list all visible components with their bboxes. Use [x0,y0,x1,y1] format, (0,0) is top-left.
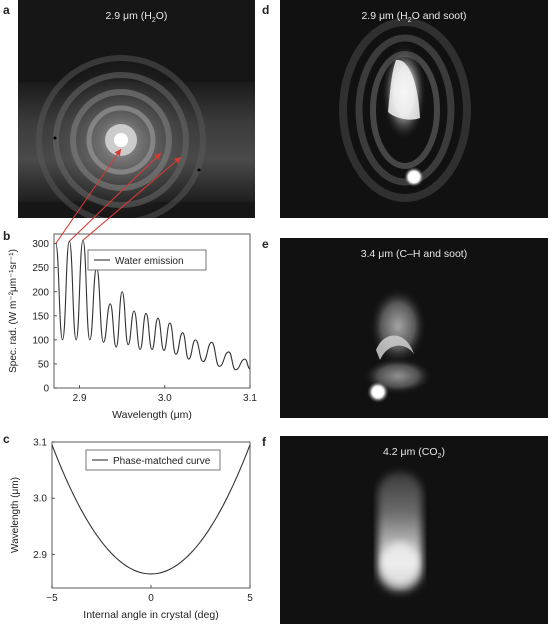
panel-letter-b: b [3,229,11,243]
panel-letter-d: d [262,3,270,17]
y-tick-label-b: 250 [32,263,49,274]
y-tick-label-b: 50 [38,359,50,370]
image-panel-a: 2.9 μm (H2O) [18,0,255,218]
chart-phase-matched: 2.9 3.0 3.1 −5 0 5 Internal angle in crystal (… [10,438,253,622]
x-tick-label-b: 3.1 [243,393,257,404]
series-phase-matched [51,444,251,575]
y-axis-label-b: Spec. rad. (W m⁻²μm⁻¹sr⁻¹) [8,249,19,373]
image-panel-d: 2.9 μm (H2O and soot) [280,0,548,218]
water-soot-image [280,0,548,218]
panel-d-caption: 2.9 μm (H2O and soot) [280,10,548,24]
panel-d-label: 2.9 μm (H [361,10,408,22]
y-tick-label-b: 0 [43,384,49,395]
panel-a-label: 2.9 μm (H [105,10,152,22]
panel-e-label: 3.4 μm (C–H and soot) [360,248,468,260]
y-tick-label-c: 3.0 [33,494,47,505]
x-axis-label-b: Wavelength (μm) [112,409,192,421]
x-tick-label-c: −5 [46,593,58,604]
panel-e-caption: 3.4 μm (C–H and soot) [280,248,548,260]
y-tick-label-b: 150 [32,311,49,322]
panel-f-caption: 4.2 μm (CO2) [280,446,548,460]
x-axis-label-c: Internal angle in crystal (deg) [83,609,218,621]
y-tick-label-b: 200 [32,287,49,298]
y-tick-label-b: 100 [32,335,49,346]
chart-water-emission: 0 50 100 150 200 250 300 2.9 3.0 3.1 Wavelength (μ… [8,233,257,421]
water-emission-image [18,0,255,218]
x-tick-label-c: 0 [148,593,154,604]
co2-image [280,436,548,624]
panel-f-subscript: 2 [437,453,442,461]
panel-letter-c: c [3,432,10,446]
x-tick-label-b: 2.9 [73,393,87,404]
y-axis-label-c: Wavelength (μm) [10,477,21,553]
panel-d-label-end: O and soot) [411,10,467,22]
panel-letter-e: e [262,237,269,251]
panel-a-subscript: 2 [151,17,156,25]
image-panel-e: 3.4 μm (C–H and soot) [280,238,548,418]
x-tick-label-b: 3.0 [158,393,172,404]
legend-box-b [87,249,207,271]
panel-a-label-end: O) [155,10,168,22]
panel-letter-f: f [262,435,266,449]
x-tick-label-c: 5 [247,593,253,604]
y-tick-label-c: 3.1 [33,438,47,449]
legend-label-c: Phase-matched curve [113,456,211,467]
panel-f-label: 4.2 μm (CO [383,446,438,458]
panel-letter-a: a [3,3,10,17]
panel-f-label-end: ) [441,446,445,458]
legend-label-b: Water emission [115,256,184,267]
y-tick-label-c: 2.9 [33,550,47,561]
y-tick-label-b: 300 [32,239,49,250]
panel-a-caption: 2.9 μm (H2O) [18,10,255,24]
legend-box-c [85,449,221,471]
image-panel-f: 4.2 μm (CO2) [280,436,548,624]
ch-soot-image [280,238,548,418]
panel-d-subscript: 2 [407,17,412,25]
